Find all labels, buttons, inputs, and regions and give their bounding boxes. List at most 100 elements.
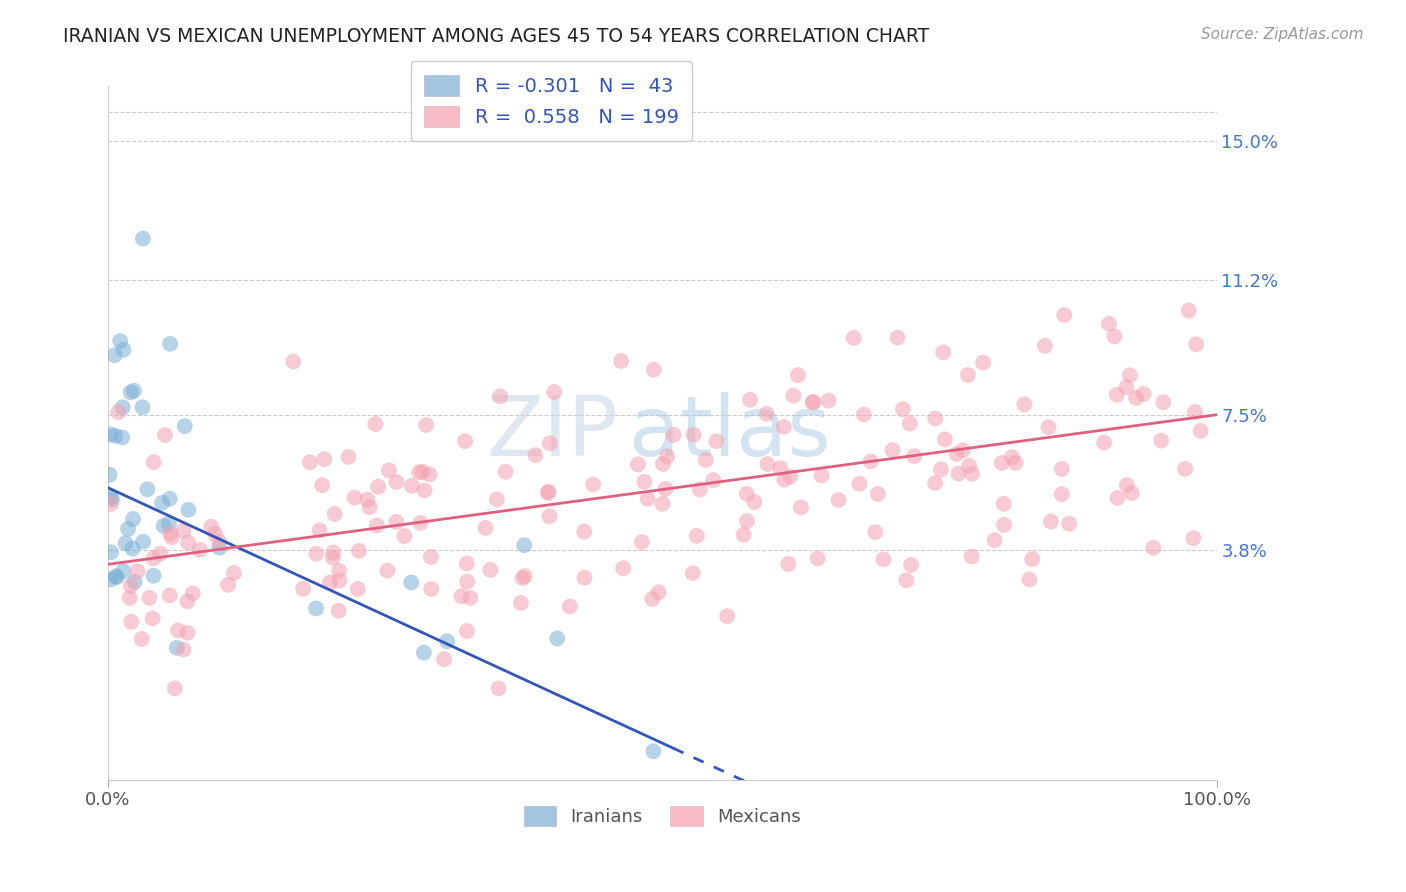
Point	[98, 491, 121, 505]
Point	[108, 334, 131, 348]
Point	[328, 604, 350, 618]
Point	[181, 586, 204, 600]
Point	[100, 573, 122, 587]
Point	[122, 384, 145, 398]
Point	[488, 681, 510, 696]
Point	[574, 524, 596, 539]
Point	[131, 401, 153, 415]
Point	[948, 467, 970, 481]
Point	[524, 448, 547, 462]
Point	[1057, 516, 1080, 531]
Point	[842, 331, 865, 345]
Legend: Iranians, Mexicans: Iranians, Mexicans	[516, 798, 808, 833]
Point	[200, 520, 222, 534]
Point	[513, 538, 536, 552]
Point	[896, 573, 918, 587]
Point	[346, 582, 368, 596]
Point	[801, 395, 824, 409]
Point	[98, 467, 121, 482]
Point	[159, 336, 181, 351]
Point	[956, 368, 979, 382]
Point	[872, 552, 894, 566]
Point	[176, 594, 198, 608]
Point	[778, 557, 800, 571]
Point	[188, 542, 211, 557]
Point	[100, 497, 122, 511]
Point	[104, 429, 127, 443]
Point	[450, 589, 472, 603]
Point	[100, 427, 122, 442]
Point	[827, 493, 849, 508]
Point	[337, 450, 360, 464]
Point	[993, 517, 1015, 532]
Point	[122, 512, 145, 526]
Point	[991, 456, 1014, 470]
Point	[655, 450, 678, 464]
Point	[136, 482, 159, 496]
Point	[1001, 450, 1024, 464]
Point	[419, 467, 441, 482]
Point	[1021, 552, 1043, 566]
Point	[735, 514, 758, 528]
Point	[385, 475, 408, 489]
Point	[401, 479, 423, 493]
Point	[172, 524, 194, 538]
Point	[733, 527, 755, 541]
Point	[436, 634, 458, 648]
Point	[1184, 405, 1206, 419]
Point	[204, 526, 226, 541]
Point	[512, 571, 534, 585]
Point	[1104, 329, 1126, 343]
Point	[769, 461, 792, 475]
Point	[485, 492, 508, 507]
Point	[654, 482, 676, 496]
Point	[1105, 388, 1128, 402]
Point	[298, 455, 321, 469]
Point	[1107, 491, 1129, 505]
Point	[756, 457, 779, 471]
Point	[647, 585, 669, 599]
Point	[772, 420, 794, 434]
Point	[1033, 339, 1056, 353]
Point	[960, 467, 983, 481]
Point	[305, 547, 328, 561]
Point	[347, 544, 370, 558]
Point	[112, 343, 135, 357]
Point	[177, 535, 200, 549]
Point	[120, 385, 142, 400]
Point	[865, 525, 887, 540]
Point	[479, 563, 502, 577]
Point	[1152, 395, 1174, 409]
Point	[929, 462, 952, 476]
Point	[786, 368, 808, 383]
Point	[132, 534, 155, 549]
Point	[378, 463, 401, 477]
Point	[364, 417, 387, 431]
Point	[852, 408, 875, 422]
Point	[157, 516, 180, 531]
Point	[651, 497, 673, 511]
Point	[1039, 515, 1062, 529]
Point	[633, 475, 655, 489]
Point	[367, 480, 389, 494]
Point	[138, 591, 160, 605]
Point	[173, 642, 195, 657]
Point	[934, 433, 956, 447]
Point	[582, 477, 605, 491]
Point	[173, 419, 195, 434]
Point	[543, 384, 565, 399]
Point	[993, 497, 1015, 511]
Point	[779, 469, 801, 483]
Point	[322, 550, 344, 565]
Point	[538, 509, 561, 524]
Point	[898, 417, 921, 431]
Point	[292, 582, 315, 596]
Point	[433, 652, 456, 666]
Point	[375, 564, 398, 578]
Point	[803, 395, 825, 409]
Point	[900, 558, 922, 572]
Point	[689, 483, 711, 497]
Point	[744, 495, 766, 509]
Point	[323, 507, 346, 521]
Point	[474, 521, 496, 535]
